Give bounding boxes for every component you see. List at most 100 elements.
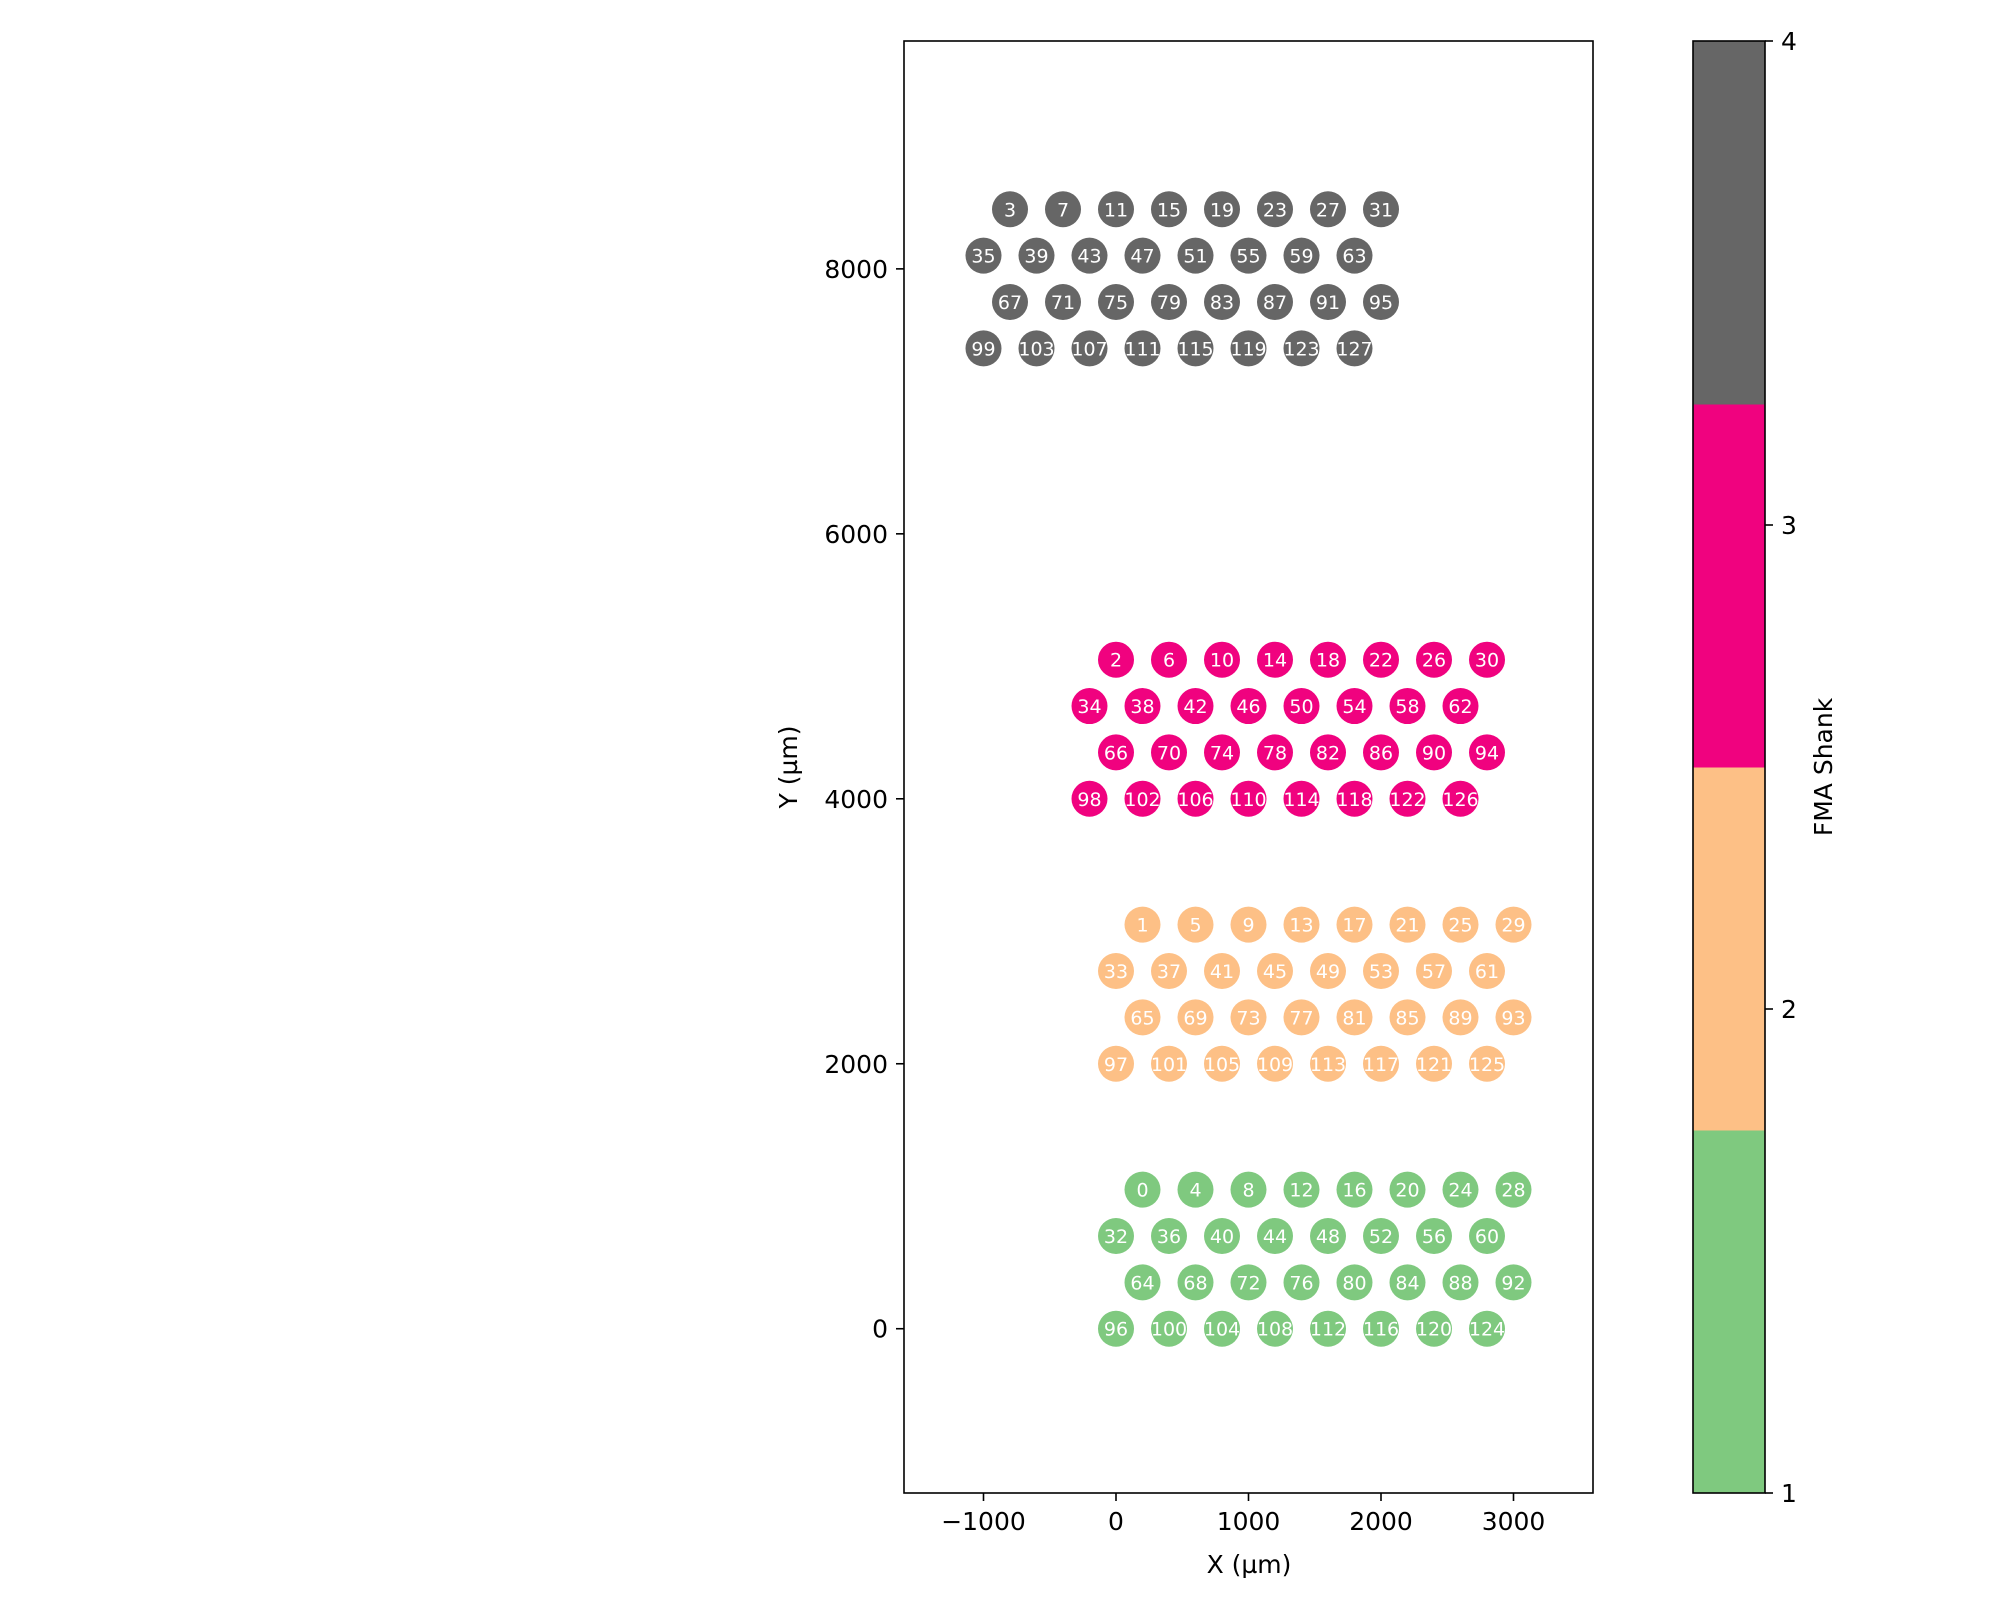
channel-label: 101 — [1151, 1054, 1187, 1076]
colorbar-tick-label: 1 — [1781, 1479, 1797, 1508]
channel-marker — [1230, 1264, 1267, 1301]
channel-label: 107 — [1071, 338, 1107, 360]
channel-label: 68 — [1183, 1272, 1207, 1294]
channel-marker — [1257, 1045, 1293, 1082]
channel-marker — [1363, 1217, 1399, 1254]
channel-marker — [1151, 734, 1187, 771]
channel-label: 86 — [1369, 742, 1393, 764]
channel-label: 123 — [1283, 338, 1319, 360]
x-tick-label: −1000 — [941, 1507, 1026, 1536]
channel-label: 114 — [1283, 789, 1319, 811]
channel-label: 7 — [1057, 199, 1069, 221]
channel-label: 10 — [1210, 650, 1234, 672]
colorbar-segment — [1693, 41, 1765, 405]
channel-marker — [1363, 953, 1399, 990]
channel-marker — [1495, 999, 1532, 1036]
channel-label: 2 — [1110, 650, 1122, 672]
channel-marker — [1204, 283, 1240, 320]
channel-marker — [1283, 999, 1320, 1036]
channel-label: 73 — [1236, 1007, 1260, 1029]
channel-marker — [1283, 330, 1320, 367]
channel-marker — [1389, 1171, 1426, 1208]
channel-label: 79 — [1157, 292, 1181, 314]
channel-marker — [1098, 1310, 1134, 1347]
channel-marker — [1336, 1264, 1373, 1301]
channel-label: 52 — [1369, 1226, 1393, 1248]
channel-label: 27 — [1316, 199, 1340, 221]
channel-label: 96 — [1104, 1319, 1128, 1341]
channel-label: 89 — [1448, 1007, 1472, 1029]
channel-label: 83 — [1210, 292, 1234, 314]
colorbar-label: FMA Shank — [1809, 697, 1838, 836]
channel-marker — [1469, 1310, 1505, 1347]
channel-marker — [1018, 237, 1055, 274]
channel-label: 19 — [1210, 199, 1234, 221]
channel-marker — [992, 283, 1028, 320]
channel-label: 80 — [1342, 1272, 1366, 1294]
channel-label: 93 — [1501, 1007, 1525, 1029]
channel-label: 36 — [1157, 1226, 1181, 1248]
channel-label: 53 — [1369, 961, 1393, 983]
channel-marker — [1177, 999, 1214, 1036]
channel-marker — [1310, 1045, 1346, 1082]
channel-label: 41 — [1210, 961, 1234, 983]
channel-marker — [1177, 906, 1214, 943]
channel-label: 104 — [1204, 1319, 1240, 1341]
y-tick-label: 2000 — [824, 1050, 888, 1079]
channel-marker — [1283, 906, 1320, 943]
channel-marker — [1230, 999, 1267, 1036]
channel-marker — [1416, 953, 1452, 990]
channel-marker — [1416, 1045, 1452, 1082]
channel-label: 77 — [1289, 1007, 1313, 1029]
channel-marker — [1151, 641, 1187, 678]
channel-label: 70 — [1157, 742, 1181, 764]
channel-label: 117 — [1363, 1054, 1399, 1076]
channel-label: 15 — [1157, 199, 1181, 221]
channel-marker — [1469, 641, 1505, 678]
channel-label: 59 — [1289, 246, 1313, 268]
y-tick-label: 6000 — [824, 520, 888, 549]
channel-label: 102 — [1124, 789, 1160, 811]
y-tick-label: 4000 — [824, 785, 888, 814]
channel-marker — [1177, 1264, 1214, 1301]
channel-label: 0 — [1136, 1180, 1148, 1202]
channel-marker — [1018, 330, 1055, 367]
channel-marker — [1336, 999, 1373, 1036]
channel-label: 47 — [1130, 246, 1154, 268]
channel-marker — [1098, 641, 1134, 678]
y-tick-label: 0 — [872, 1315, 888, 1344]
channel-marker — [1045, 191, 1081, 228]
channel-marker — [1151, 1217, 1187, 1254]
channel-label: 46 — [1236, 696, 1260, 718]
channel-marker — [1151, 1310, 1187, 1347]
channel-label: 84 — [1395, 1272, 1419, 1294]
y-tick-label: 8000 — [824, 255, 888, 284]
channel-label: 23 — [1263, 199, 1287, 221]
channel-label: 43 — [1077, 246, 1101, 268]
channel-marker — [1204, 953, 1240, 990]
channel-marker — [1124, 1171, 1161, 1208]
channel-marker — [1151, 191, 1187, 228]
channel-marker — [1469, 953, 1505, 990]
channel-marker — [1442, 780, 1479, 817]
y-axis-ticks: 0 2000 4000 6000 8000 — [824, 255, 904, 1344]
channel-label: 55 — [1236, 246, 1260, 268]
channel-marker — [1177, 688, 1214, 725]
channel-marker — [1363, 641, 1399, 678]
channel-label: 18 — [1316, 650, 1340, 672]
channel-label: 31 — [1369, 199, 1393, 221]
channel-marker — [1389, 688, 1426, 725]
channel-marker — [1310, 734, 1346, 771]
channel-marker — [1336, 330, 1373, 367]
colorbar-frame — [1692, 40, 1766, 1494]
channel-label: 69 — [1183, 1007, 1207, 1029]
channel-marker — [1442, 1264, 1479, 1301]
channel-marker — [1336, 237, 1373, 274]
channel-marker — [1283, 1264, 1320, 1301]
channel-marker — [1442, 688, 1479, 725]
channel-label: 82 — [1316, 742, 1340, 764]
channel-label: 11 — [1104, 199, 1128, 221]
channel-label: 90 — [1422, 742, 1446, 764]
channel-label: 51 — [1183, 246, 1207, 268]
